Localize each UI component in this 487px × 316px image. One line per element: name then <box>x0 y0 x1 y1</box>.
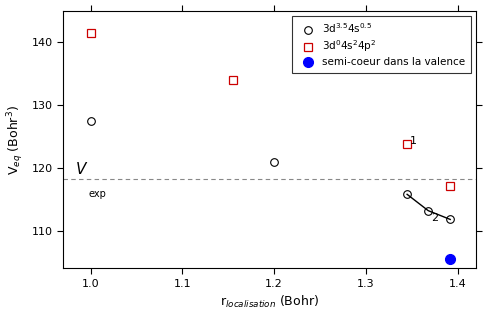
X-axis label: r$_{localisation}$ (Bohr): r$_{localisation}$ (Bohr) <box>220 294 319 310</box>
Text: exp: exp <box>88 189 106 199</box>
Y-axis label: V$_{eq}$ (Bohr$^{3}$): V$_{eq}$ (Bohr$^{3}$) <box>5 105 26 175</box>
Text: 2: 2 <box>431 213 438 223</box>
Text: V: V <box>76 162 87 177</box>
Legend: 3d$^{3.5}$4s$^{0.5}$, 3d$^{0}$4s$^{2}$4p$^{2}$, semi-coeur dans la valence: 3d$^{3.5}$4s$^{0.5}$, 3d$^{0}$4s$^{2}$4p… <box>292 16 470 73</box>
Text: 1: 1 <box>410 136 417 146</box>
